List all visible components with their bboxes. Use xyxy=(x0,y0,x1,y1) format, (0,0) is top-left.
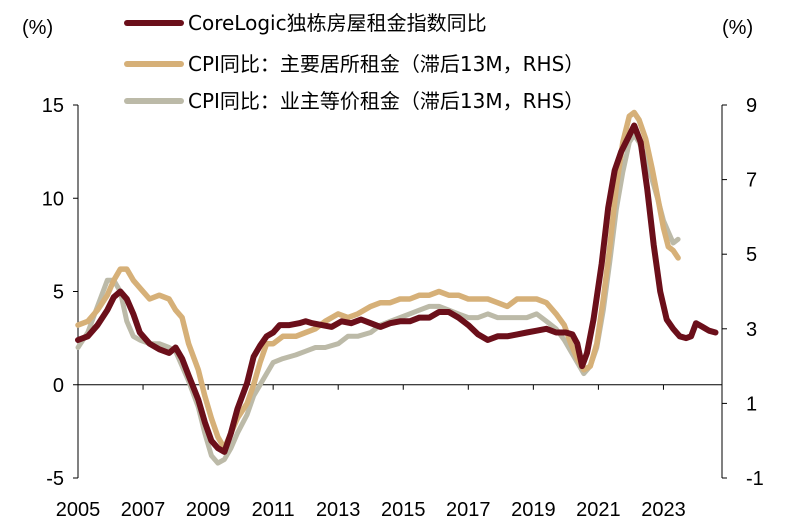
x-axis-tick-label: 2023 xyxy=(641,499,686,521)
series-line-primary-rent xyxy=(75,109,681,451)
right-axis-tick-label: -1 xyxy=(746,468,764,490)
legend-label-primary-rent: CPI同比：主要居所租金（滞后13M，RHS） xyxy=(188,52,584,76)
x-axis-tick-label: 2009 xyxy=(186,499,231,521)
right-axis-tick-label: 5 xyxy=(746,244,757,266)
right-axis-tick-label: 3 xyxy=(746,319,757,341)
left-axis-tick-label: 5 xyxy=(53,282,64,304)
right-axis-tick-label: 9 xyxy=(746,95,757,117)
legend-item-corelogic: CoreLogic独栋房屋租金指数同比 xyxy=(124,11,487,35)
left-axis-tick-label: 0 xyxy=(53,375,64,397)
left-axis-unit-label: (%) xyxy=(22,17,53,39)
x-axis-tick-label: 2019 xyxy=(511,499,556,521)
left-axis-tick-label: 15 xyxy=(42,95,64,117)
legend: CoreLogic独栋房屋租金指数同比 CPI同比：主要居所租金（滞后13M，R… xyxy=(124,11,584,113)
x-axis-tick-label: 2017 xyxy=(446,499,491,521)
x-axis-tick-label: 2011 xyxy=(252,499,295,521)
legend-label-oer: CPI同比：业主等价租金（滞后13M，RHS） xyxy=(188,89,584,113)
tick-labels: 15 10 5 0 -5 9 7 5 3 1 -1 2005 2007 2009 2011 2013 2015 2… xyxy=(42,95,764,521)
legend-item-primary-rent: CPI同比：主要居所租金（滞后13M，RHS） xyxy=(124,52,584,76)
series-layer xyxy=(75,109,719,466)
right-axis-tick-label: 7 xyxy=(746,170,757,192)
x-axis-tick-label: 2005 xyxy=(56,499,101,521)
x-axis-tick-label: 2007 xyxy=(121,499,166,521)
x-axis-tick-label: 2015 xyxy=(381,499,426,521)
left-axis-tick-label: -5 xyxy=(46,468,64,490)
right-axis-tick-label: 1 xyxy=(746,393,757,415)
x-axis-tick-label: 2013 xyxy=(316,499,361,521)
legend-item-oer: CPI同比：业主等价租金（滞后13M，RHS） xyxy=(124,89,584,113)
axes xyxy=(73,104,727,479)
legend-label-corelogic: CoreLogic独栋房屋租金指数同比 xyxy=(188,11,487,35)
left-axis-tick-label: 10 xyxy=(42,188,64,210)
series-line-corelogic xyxy=(75,122,719,455)
right-axis-unit-label: (%) xyxy=(722,17,753,39)
x-axis-tick-label: 2021 xyxy=(576,499,621,521)
